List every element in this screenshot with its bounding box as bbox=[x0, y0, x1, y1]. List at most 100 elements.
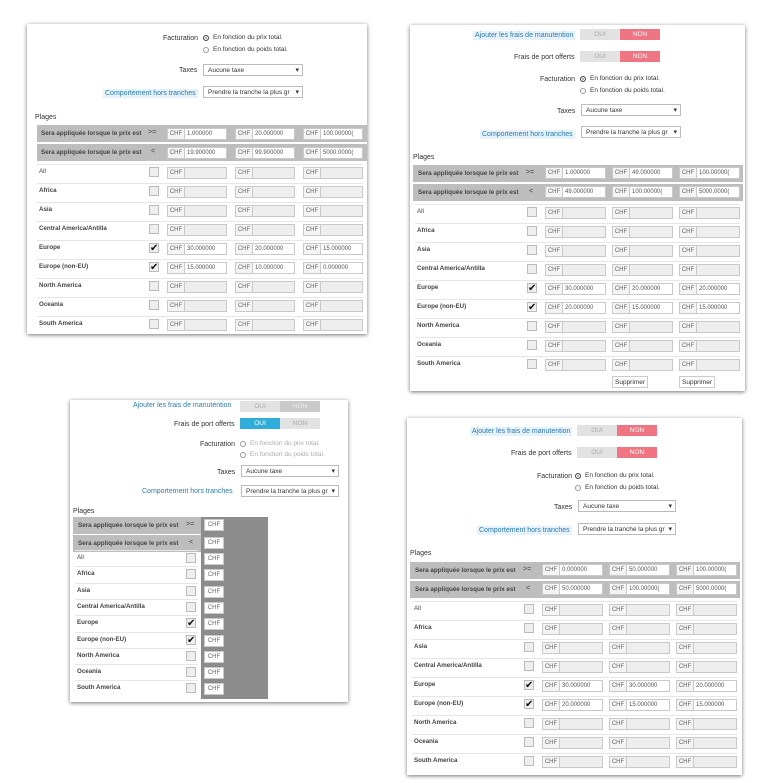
zone-price-input[interactable]: CHF 20.000000 bbox=[542, 699, 603, 711]
zone-price-input[interactable]: CHF bbox=[545, 226, 606, 238]
zone-price-input[interactable]: CHF bbox=[676, 623, 737, 635]
free-shipping-toggle[interactable]: OUI NON bbox=[577, 447, 657, 458]
handling-toggle[interactable]: OUI NON bbox=[580, 29, 660, 40]
zone-checkbox[interactable] bbox=[186, 585, 196, 596]
zone-price-input[interactable]: CHF bbox=[545, 264, 606, 276]
zone-checkbox[interactable] bbox=[524, 718, 534, 728]
zone-checkbox[interactable]: ✔ bbox=[527, 302, 537, 313]
delete-range-button-3[interactable]: Supprimer bbox=[679, 376, 715, 388]
zone-checkbox[interactable] bbox=[524, 604, 534, 614]
handling-toggle[interactable]: OUI NON bbox=[577, 425, 657, 436]
zone-price-input[interactable]: CHF bbox=[303, 300, 363, 312]
zone-price-input[interactable]: CHF bbox=[545, 245, 606, 257]
zone-checkbox[interactable] bbox=[527, 226, 537, 236]
zone-price-input[interactable]: CHF bbox=[167, 281, 227, 293]
zone-price-input[interactable]: CHF bbox=[609, 718, 670, 730]
zone-price-input[interactable]: CHF bbox=[303, 167, 363, 179]
zone-price-input[interactable]: CHF bbox=[235, 224, 295, 236]
taxes-select[interactable]: Aucune taxe bbox=[241, 465, 339, 477]
out-of-range-select[interactable]: Prendre la tranche la plus gr bbox=[578, 523, 676, 535]
zone-price-input[interactable]: CHF bbox=[167, 319, 227, 331]
zone-checkbox[interactable] bbox=[149, 300, 159, 310]
zone-price-input[interactable]: CHF bbox=[679, 207, 740, 219]
zone-checkbox[interactable] bbox=[186, 601, 196, 612]
zone-price-input[interactable]: CHF bbox=[542, 718, 603, 730]
zone-price-input[interactable]: CHF bbox=[235, 300, 295, 312]
zone-price-input[interactable]: CHF bbox=[542, 642, 603, 654]
range-lt-input-1[interactable]: CHF bbox=[204, 537, 224, 549]
zone-price-input[interactable]: CHF bbox=[609, 642, 670, 654]
zone-price-input[interactable]: CHF bbox=[609, 737, 670, 749]
zone-price-input[interactable]: CHF bbox=[167, 167, 227, 179]
zone-price-input[interactable]: CHF bbox=[545, 207, 606, 219]
billing-price-radio[interactable]: En fonction du prix total. bbox=[575, 472, 655, 479]
zone-price-input[interactable]: CHF 15.000000 bbox=[679, 302, 740, 314]
zone-price-input[interactable]: CHF bbox=[303, 224, 363, 236]
zone-price-input[interactable]: CHF bbox=[679, 340, 740, 352]
zone-checkbox[interactable] bbox=[149, 167, 159, 177]
zone-price-input[interactable]: CHF bbox=[542, 756, 603, 768]
zone-price-input[interactable]: CHF 15.000000 bbox=[167, 262, 227, 274]
billing-price-radio[interactable]: En fonction du prix total. bbox=[580, 75, 660, 82]
billing-weight-radio[interactable]: En fonction du poids total. bbox=[203, 46, 288, 53]
taxes-select[interactable]: Aucune taxe bbox=[203, 64, 303, 76]
zone-price-input[interactable]: CHF bbox=[676, 642, 737, 654]
zone-price-input[interactable]: CHF bbox=[204, 585, 224, 598]
zone-checkbox[interactable]: ✔ bbox=[186, 618, 196, 630]
range-ge-input-1[interactable]: CHF 1.000000 bbox=[545, 167, 606, 179]
zone-price-input[interactable]: CHF bbox=[204, 667, 224, 680]
range-ge-input-3[interactable]: CHF 100.00000( bbox=[676, 564, 737, 576]
zone-price-input[interactable]: CHF bbox=[167, 205, 227, 217]
range-ge-input-1[interactable]: CHF bbox=[204, 519, 224, 531]
zone-checkbox[interactable]: ✔ bbox=[524, 699, 534, 710]
range-lt-input-3[interactable]: CHF 5000.0000( bbox=[303, 147, 363, 159]
zone-price-input[interactable]: CHF bbox=[303, 205, 363, 217]
taxes-select[interactable]: Aucune taxe bbox=[581, 104, 681, 116]
zone-price-input[interactable]: CHF bbox=[679, 245, 740, 257]
zone-price-input[interactable]: CHF bbox=[167, 300, 227, 312]
zone-checkbox[interactable] bbox=[527, 264, 537, 274]
zone-price-input[interactable]: CHF bbox=[235, 281, 295, 293]
range-ge-input-3[interactable]: CHF 100.00000( bbox=[303, 128, 363, 140]
zone-checkbox[interactable] bbox=[149, 281, 159, 291]
zone-price-input[interactable]: CHF bbox=[612, 245, 673, 257]
zone-price-input[interactable]: CHF bbox=[235, 319, 295, 331]
taxes-select[interactable]: Aucune taxe bbox=[578, 500, 676, 512]
range-lt-input-2[interactable]: CHF 100.00000( bbox=[612, 186, 673, 198]
zone-price-input[interactable]: CHF bbox=[167, 186, 227, 198]
zone-checkbox[interactable] bbox=[149, 319, 159, 329]
range-lt-input-2[interactable]: CHF 100.00000( bbox=[609, 583, 670, 595]
zone-checkbox[interactable] bbox=[527, 321, 537, 331]
zone-checkbox[interactable] bbox=[524, 756, 534, 766]
zone-price-input[interactable]: CHF bbox=[545, 321, 606, 333]
billing-price-radio[interactable]: En fonction du prix total. bbox=[240, 440, 320, 447]
zone-price-input[interactable]: CHF bbox=[612, 207, 673, 219]
zone-price-input[interactable]: CHF 15.000000 bbox=[676, 699, 737, 711]
zone-price-input[interactable]: CHF bbox=[679, 359, 740, 371]
zone-checkbox[interactable]: ✔ bbox=[186, 634, 196, 646]
zone-price-input[interactable]: CHF 30.000000 bbox=[609, 680, 670, 692]
zone-price-input[interactable]: CHF bbox=[679, 264, 740, 276]
zone-price-input[interactable]: CHF bbox=[235, 167, 295, 179]
zone-price-input[interactable]: CHF 10.000000 bbox=[235, 262, 295, 274]
zone-checkbox[interactable] bbox=[527, 245, 537, 255]
out-of-range-select[interactable]: Prendre la tranche la plus gr bbox=[581, 126, 681, 138]
range-ge-input-1[interactable]: CHF 0.000000 bbox=[542, 564, 603, 576]
billing-weight-radio[interactable]: En fonction du poids total. bbox=[575, 484, 660, 491]
zone-checkbox[interactable] bbox=[527, 359, 537, 369]
zone-checkbox[interactable] bbox=[149, 186, 159, 196]
zone-price-input[interactable]: CHF 30.000000 bbox=[542, 680, 603, 692]
zone-checkbox[interactable]: ✔ bbox=[149, 243, 159, 254]
free-shipping-toggle[interactable]: OUI NON bbox=[240, 418, 320, 429]
zone-price-input[interactable]: CHF bbox=[612, 226, 673, 238]
zone-checkbox[interactable]: ✔ bbox=[149, 262, 159, 273]
billing-price-radio[interactable]: En fonction du prix total. bbox=[203, 34, 283, 41]
zone-price-input[interactable]: CHF bbox=[545, 359, 606, 371]
zone-price-input[interactable]: CHF bbox=[679, 226, 740, 238]
delete-range-button-2[interactable]: Supprimer bbox=[612, 376, 648, 388]
zone-checkbox[interactable] bbox=[186, 683, 196, 694]
zone-price-input[interactable]: CHF 20.000000 bbox=[235, 243, 295, 255]
zone-price-input[interactable]: CHF bbox=[612, 340, 673, 352]
range-lt-input-3[interactable]: CHF 5000.0000( bbox=[679, 186, 740, 198]
zone-price-input[interactable]: CHF bbox=[235, 186, 295, 198]
